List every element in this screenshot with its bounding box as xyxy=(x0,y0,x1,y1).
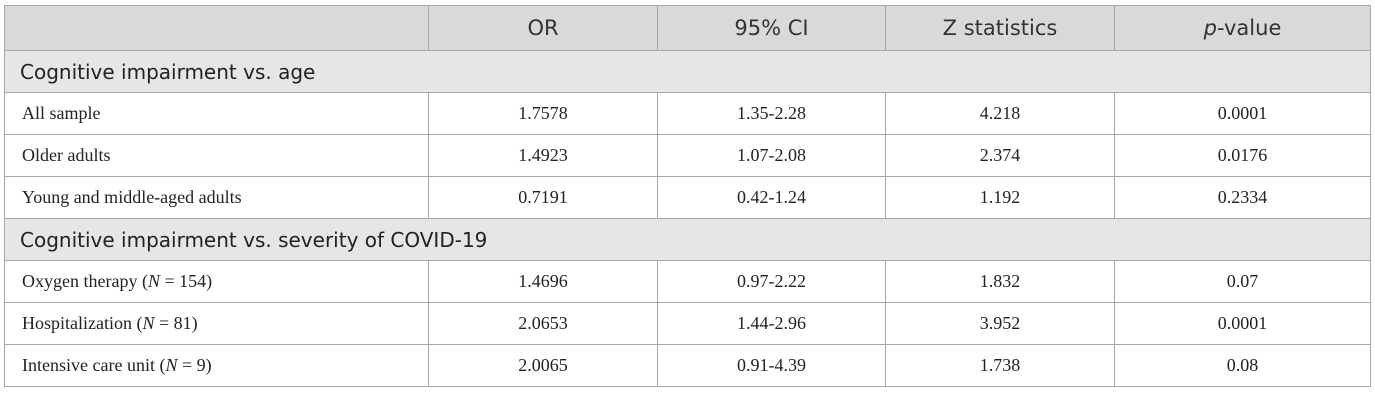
table-row: All sample 1.7578 1.35-2.28 4.218 0.0001 xyxy=(4,92,1371,135)
results-table: OR 95% CI Z statistics p-value Cognitive… xyxy=(4,5,1371,387)
cell-z: 1.832 xyxy=(885,260,1115,303)
cell-or: 2.0653 xyxy=(428,302,658,345)
row-label: Older adults xyxy=(4,134,429,177)
cell-p: 0.07 xyxy=(1114,260,1371,303)
section-row-severity: Cognitive impairment vs. severity of COV… xyxy=(4,218,1371,261)
section-title: Cognitive impairment vs. age xyxy=(4,50,1371,93)
table-row: Oxygen therapy (N = 154) 1.4696 0.97-2.2… xyxy=(4,260,1371,303)
cell-or: 1.4923 xyxy=(428,134,658,177)
cell-or: 1.7578 xyxy=(428,92,658,135)
header-p-rest: -value xyxy=(1216,16,1282,40)
cell-z: 2.374 xyxy=(885,134,1115,177)
table-row: Hospitalization (N = 81) 2.0653 1.44-2.9… xyxy=(4,302,1371,345)
cell-or: 2.0065 xyxy=(428,344,658,387)
row-label: Hospitalization (N = 81) xyxy=(4,302,429,345)
header-p-italic: p xyxy=(1203,16,1217,40)
header-ci: 95% CI xyxy=(657,5,886,51)
header-z: Z statistics xyxy=(885,5,1115,51)
section-row-age: Cognitive impairment vs. age xyxy=(4,50,1371,93)
table-row: Older adults 1.4923 1.07-2.08 2.374 0.01… xyxy=(4,134,1371,177)
cell-p: 0.0001 xyxy=(1114,92,1371,135)
header-or: OR xyxy=(428,5,658,51)
cell-z: 3.952 xyxy=(885,302,1115,345)
cell-p: 0.08 xyxy=(1114,344,1371,387)
cell-z: 1.738 xyxy=(885,344,1115,387)
row-label: Intensive care unit (N = 9) xyxy=(4,344,429,387)
cell-ci: 1.07-2.08 xyxy=(657,134,886,177)
row-label: All sample xyxy=(4,92,429,135)
row-label: Young and middle-aged adults xyxy=(4,176,429,219)
header-p: p-value xyxy=(1114,5,1371,51)
cell-or: 0.7191 xyxy=(428,176,658,219)
cell-z: 4.218 xyxy=(885,92,1115,135)
cell-z: 1.192 xyxy=(885,176,1115,219)
cell-p: 0.0001 xyxy=(1114,302,1371,345)
cell-ci: 1.44-2.96 xyxy=(657,302,886,345)
section-title: Cognitive impairment vs. severity of COV… xyxy=(4,218,1371,261)
cell-p: 0.2334 xyxy=(1114,176,1371,219)
cell-ci: 1.35-2.28 xyxy=(657,92,886,135)
table-row: Intensive care unit (N = 9) 2.0065 0.91-… xyxy=(4,344,1371,387)
cell-or: 1.4696 xyxy=(428,260,658,303)
table-row: Young and middle-aged adults 0.7191 0.42… xyxy=(4,176,1371,219)
header-blank xyxy=(4,5,429,51)
cell-ci: 0.91-4.39 xyxy=(657,344,886,387)
cell-ci: 0.42-1.24 xyxy=(657,176,886,219)
row-label: Oxygen therapy (N = 154) xyxy=(4,260,429,303)
header-row: OR 95% CI Z statistics p-value xyxy=(4,5,1371,51)
cell-ci: 0.97-2.22 xyxy=(657,260,886,303)
cell-p: 0.0176 xyxy=(1114,134,1371,177)
